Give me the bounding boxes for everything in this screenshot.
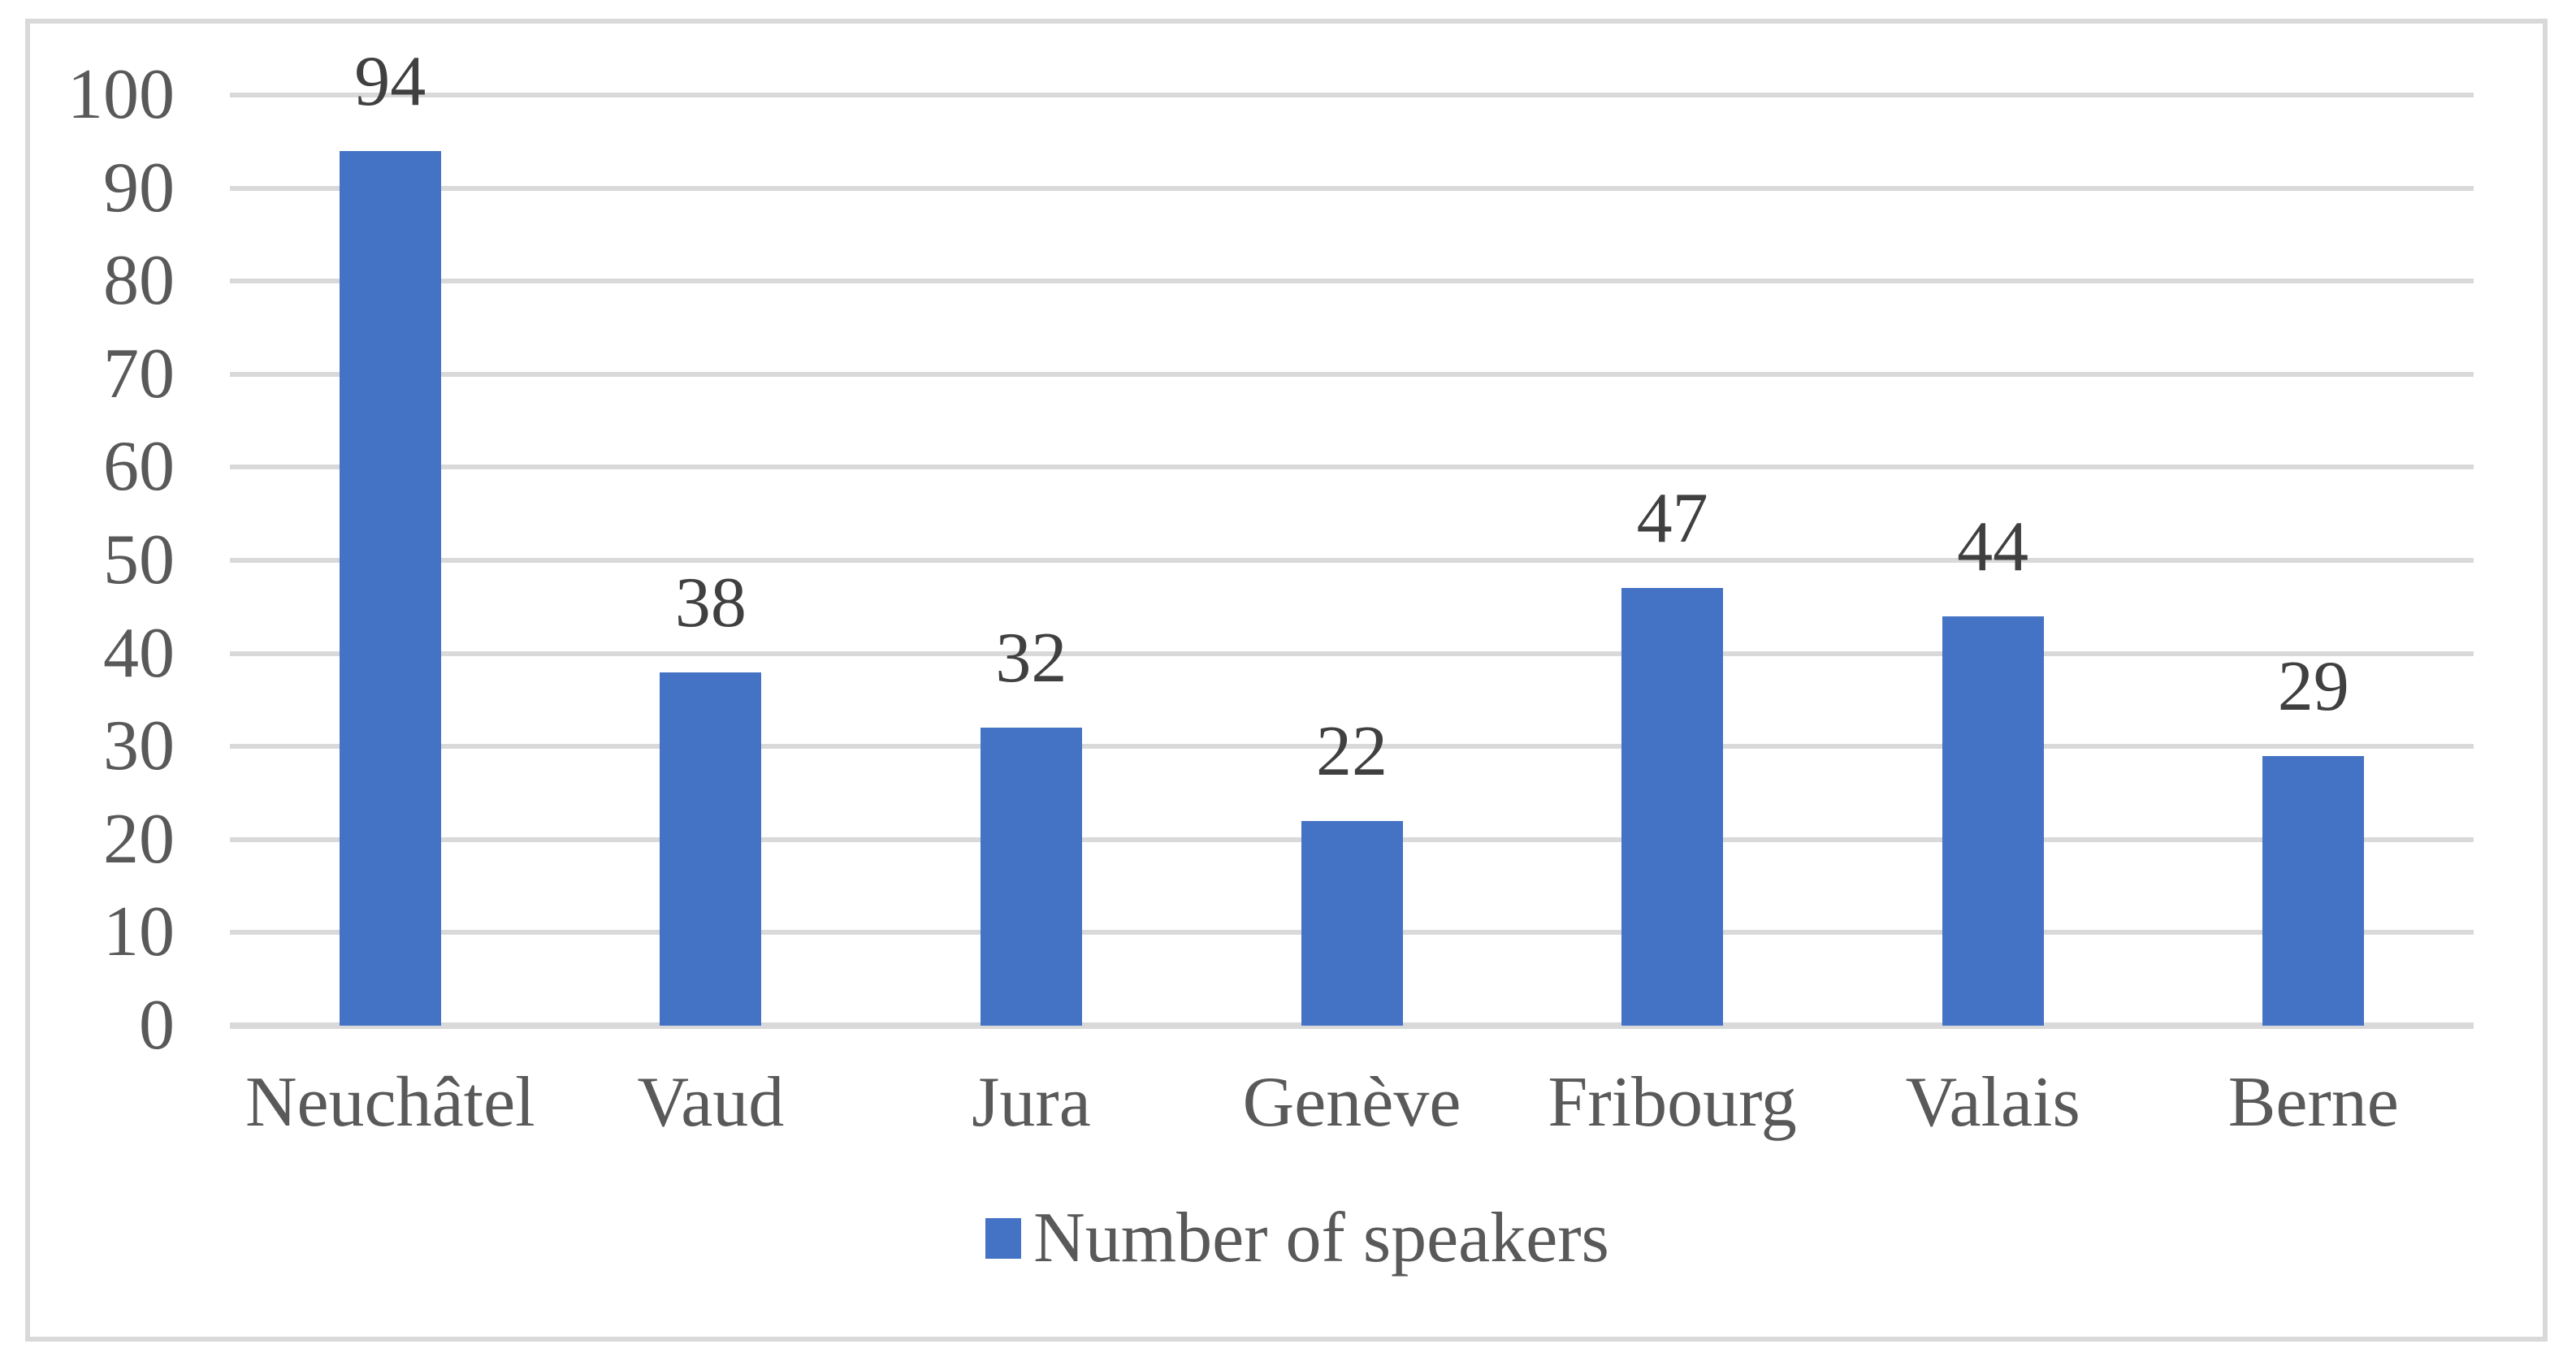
y-tick-label-100: 100 — [67, 55, 175, 134]
legend: Number of speakers — [985, 1203, 1609, 1274]
gridline-y-0 — [230, 1022, 2474, 1029]
x-tick-label-berne: Berne — [2227, 1063, 2399, 1142]
value-label-valais: 44 — [1957, 507, 2029, 586]
y-tick-label-10: 10 — [103, 892, 175, 972]
x-tick-label-fribourg: Fribourg — [1548, 1063, 1797, 1142]
x-tick-label-neuchatel: Neuchâtel — [245, 1063, 535, 1142]
legend-wrap: Number of speakers — [0, 1203, 2576, 1274]
legend-label: Number of speakers — [1033, 1199, 1609, 1277]
y-tick-label-0: 0 — [139, 986, 175, 1065]
value-label-neuchatel: 94 — [354, 41, 426, 121]
x-tick-label-geneve: Genève — [1242, 1063, 1461, 1142]
value-label-geneve: 22 — [1315, 711, 1388, 791]
x-axis: Neuchâtel Vaud Jura Genève Fribourg Valais Ber… — [230, 1067, 2474, 1139]
y-tick-label-50: 50 — [103, 521, 175, 599]
gridline-y-30 — [230, 744, 2474, 750]
y-axis: 0 10 20 30 40 50 60 70 80 90 100 — [0, 0, 175, 1370]
gridline-y-60 — [230, 465, 2474, 470]
bar-vaud — [660, 672, 762, 1026]
y-tick-label-80: 80 — [103, 241, 175, 321]
gridline-y-80 — [230, 279, 2474, 284]
bar-fribourg — [1621, 588, 1724, 1026]
value-label-jura: 32 — [995, 619, 1067, 698]
value-label-vaud: 38 — [674, 563, 747, 642]
x-tick-label-valais: Valais — [1905, 1063, 2080, 1142]
plot-area: 94 38 32 22 47 44 29 — [230, 45, 2474, 1029]
bar-geneve — [1301, 820, 1403, 1026]
bar-neuchatel — [339, 150, 441, 1026]
bar-valais — [1942, 616, 2044, 1026]
y-tick-label-70: 70 — [103, 334, 175, 413]
bar-berne — [2262, 755, 2365, 1026]
y-tick-label-20: 20 — [103, 799, 175, 879]
y-tick-label-40: 40 — [103, 613, 175, 693]
chart-frame — [25, 19, 2548, 1342]
y-tick-label-30: 30 — [103, 707, 175, 786]
x-tick-label-vaud: Vaud — [637, 1063, 785, 1142]
gridline-y-50 — [230, 558, 2474, 563]
value-label-berne: 29 — [2277, 646, 2349, 726]
gridline-y-70 — [230, 371, 2474, 377]
y-tick-label-90: 90 — [103, 148, 175, 227]
y-tick-label-60: 60 — [103, 427, 175, 507]
value-label-fribourg: 47 — [1636, 479, 1708, 559]
gridline-y-90 — [230, 185, 2474, 191]
gridline-y-100 — [230, 93, 2474, 97]
legend-marker-icon — [985, 1218, 1022, 1259]
bar-jura — [980, 728, 1082, 1026]
x-tick-label-jura: Jura — [972, 1063, 1091, 1142]
gridline-y-40 — [230, 650, 2474, 656]
